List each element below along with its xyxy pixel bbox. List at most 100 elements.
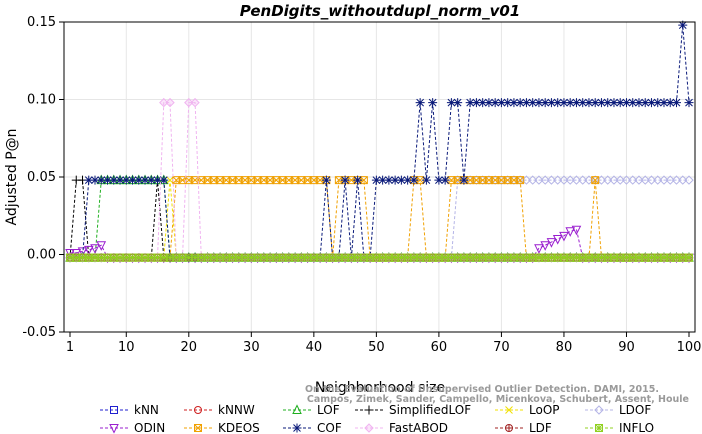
data-point-cof	[646, 98, 656, 108]
x-tick-label: 50	[368, 340, 385, 355]
data-point-cof	[640, 98, 650, 108]
data-point-cof	[615, 98, 625, 108]
legend-swatch-marker-cof	[292, 423, 302, 433]
data-point-cof	[565, 98, 575, 108]
data-point-cof	[134, 175, 144, 185]
legend: kNN kNNW LOF SimplifiedLOF LoOP LDOF ODIN KDEOS…	[100, 403, 654, 434]
data-point-ldof	[571, 175, 582, 185]
data-point-ldof	[552, 175, 563, 185]
legend-label-lof: LOF	[317, 403, 340, 417]
data-point-ldof	[577, 175, 588, 185]
legend-swatch-marker-lof	[292, 404, 302, 414]
legend-swatch-marker-kdeos	[194, 424, 202, 432]
data-point-cof	[534, 98, 544, 108]
data-point-odin	[540, 241, 551, 251]
data-point-ldof	[653, 175, 663, 185]
data-point-ldof	[615, 175, 625, 185]
axis-ticks: 1 10 20 30 40 50 60 70 80 90 100 -0.05 0.00 0.05 0.10 0…	[22, 15, 701, 355]
data-point-inflo	[685, 253, 693, 262]
data-point-ldof	[621, 175, 632, 185]
x-tick-label: 60	[431, 340, 448, 355]
legend-label-knnw: kNNW	[218, 403, 255, 417]
series-inflo	[66, 253, 693, 262]
data-point-ldof	[678, 175, 688, 185]
data-point-odin	[571, 225, 582, 236]
data-point-cof	[434, 175, 444, 185]
data-point-odin	[565, 227, 576, 237]
data-point-odin	[559, 231, 569, 242]
data-point-odin	[90, 244, 100, 254]
data-point-cof	[653, 98, 663, 108]
data-point-cof	[571, 98, 581, 108]
data-point-cof	[121, 175, 131, 185]
data-point-cof	[415, 98, 425, 108]
x-tick-label: 10	[118, 340, 135, 355]
data-point-cof	[553, 98, 563, 108]
x-tick-label: 80	[556, 340, 573, 355]
data-point-cof	[90, 175, 100, 185]
data-point-cof	[684, 98, 694, 108]
data-point-ldof	[640, 175, 650, 185]
x-tick-label: 30	[243, 340, 260, 355]
x-axis-label: Neighborhood size	[315, 380, 445, 396]
data-point-cof	[446, 98, 456, 108]
x-tick-label: 90	[618, 340, 635, 355]
data-point-cof	[659, 98, 669, 108]
data-point-cof	[671, 98, 681, 108]
data-point-ldof	[565, 175, 575, 185]
data-point-kdeos	[416, 176, 425, 185]
data-point-cof	[490, 98, 500, 108]
legend-entry-knnw: kNNW	[184, 403, 255, 417]
series-simplifiedlof	[65, 175, 694, 263]
data-point-ldof	[609, 175, 619, 185]
series-line-cof	[70, 25, 690, 259]
data-point-odin	[552, 235, 563, 245]
data-point-odin	[534, 244, 544, 254]
data-point-cof	[140, 175, 150, 185]
y-axis-label: Adjusted P@n	[4, 128, 20, 225]
x-tick-label: 100	[677, 340, 702, 355]
data-point-odin	[83, 245, 94, 256]
legend-entry-simplifiedlof: SimplifiedLOF	[355, 403, 471, 417]
data-point-fastabod	[165, 97, 175, 108]
data-point-odin	[65, 248, 75, 259]
data-point-odin	[546, 238, 557, 248]
data-point-odin	[77, 247, 88, 258]
data-point-cof	[503, 98, 513, 108]
x-tick-label: 70	[493, 340, 510, 355]
data-point-ldof	[527, 175, 538, 185]
legend-swatch-marker-loop	[505, 406, 513, 414]
legend-entry-knn: kNN	[100, 403, 159, 417]
legend-label-ldf: LDF	[529, 421, 552, 434]
legend-label-odin: ODIN	[134, 421, 165, 434]
data-point-cof	[109, 175, 119, 185]
legend-label-inflo: INFLO	[619, 421, 654, 434]
y-tick-label: 0.00	[27, 248, 56, 263]
legend-label-fastabod: FastABOD	[389, 421, 448, 434]
legend-entry-lof: LOF	[283, 403, 340, 417]
data-point-cof	[421, 175, 431, 185]
legend-swatch-marker-ldf	[505, 424, 514, 432]
data-point-cof	[484, 98, 494, 108]
legend-entry-kdeos: KDEOS	[184, 421, 260, 434]
data-point-cof	[609, 98, 619, 108]
data-point-cof	[453, 98, 463, 108]
legend-label-loop: LoOP	[529, 403, 560, 417]
data-point-odin	[96, 241, 107, 251]
data-point-ldof	[628, 175, 638, 185]
y-tick-label: -0.05	[22, 325, 56, 340]
data-point-ldof	[540, 175, 550, 185]
data-point-cof	[390, 175, 400, 185]
data-point-cof	[84, 175, 94, 185]
legend-entry-inflo: INFLO	[585, 421, 654, 434]
data-point-cof	[515, 98, 525, 108]
data-point-cof	[353, 175, 363, 185]
data-point-cof	[384, 175, 394, 185]
chart-title: PenDigits_withoutdupl_norm_v01	[240, 2, 520, 20]
data-point-cof	[459, 175, 469, 185]
data-point-odin	[71, 248, 82, 259]
data-point-cof	[678, 20, 688, 30]
data-point-ldof	[603, 175, 613, 185]
data-point-cof	[465, 98, 475, 108]
data-point-fastabod	[190, 97, 200, 108]
